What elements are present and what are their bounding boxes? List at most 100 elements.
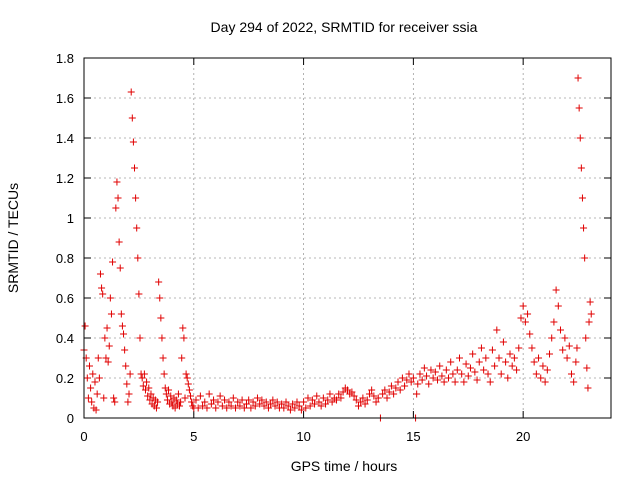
data-point: [413, 390, 421, 398]
data-point: [182, 370, 190, 378]
data-point: [570, 378, 578, 386]
data-point: [491, 362, 499, 370]
data-point: [256, 400, 264, 408]
x-tick-label: 20: [516, 429, 530, 444]
data-point: [578, 194, 586, 202]
data-point: [242, 400, 250, 408]
data-point: [95, 374, 103, 382]
data-point: [381, 386, 389, 394]
x-axis-label: GPS time / hours: [291, 458, 398, 474]
data-point: [392, 384, 400, 392]
data-point: [434, 376, 442, 384]
data-point: [199, 402, 207, 410]
data-point: [423, 372, 431, 380]
data-point: [245, 396, 253, 404]
data-point: [484, 370, 492, 378]
data-point: [438, 372, 446, 380]
data-point: [436, 362, 444, 370]
y-tick-label: 1.4: [56, 131, 74, 146]
data-point: [462, 360, 470, 368]
data-point: [445, 374, 453, 382]
data-point: [289, 400, 297, 408]
data-point: [227, 402, 235, 410]
data-point: [497, 370, 505, 378]
data-point: [354, 402, 362, 410]
data-point: [519, 302, 527, 310]
data-point: [302, 404, 310, 412]
data-point: [221, 396, 229, 404]
data-point: [407, 378, 415, 386]
data-point: [271, 402, 279, 410]
data-point: [145, 384, 153, 392]
data-point: [458, 370, 466, 378]
data-point: [466, 364, 474, 372]
data-point: [427, 366, 435, 374]
data-point: [317, 402, 325, 410]
data-point: [556, 326, 564, 334]
data-point: [583, 364, 591, 372]
data-point: [174, 390, 182, 398]
data-point: [188, 398, 196, 406]
data-point: [115, 238, 123, 246]
data-point: [420, 364, 428, 372]
data-point: [282, 398, 290, 406]
data-point: [416, 370, 424, 378]
data-point: [136, 334, 144, 342]
data-point: [449, 370, 457, 378]
data-point: [398, 374, 406, 382]
data-point: [440, 378, 448, 386]
data-point: [361, 400, 369, 408]
data-point: [379, 390, 387, 398]
data-point: [405, 370, 413, 378]
data-point: [133, 224, 141, 232]
data-point: [401, 382, 409, 390]
data-point: [238, 396, 246, 404]
y-tick-label: 0.6: [56, 291, 74, 306]
data-point: [431, 368, 439, 376]
data-point: [295, 402, 303, 410]
data-point: [121, 346, 129, 354]
data-point: [247, 404, 255, 412]
data-point: [530, 358, 538, 366]
data-point: [510, 354, 518, 362]
data-point: [387, 382, 395, 390]
data-point: [105, 342, 113, 350]
data-point: [409, 374, 417, 382]
data-point: [116, 264, 124, 272]
data-point: [504, 374, 512, 382]
data-point: [127, 88, 135, 96]
data-point: [587, 310, 595, 318]
data-point: [203, 404, 211, 412]
data-point: [103, 324, 111, 332]
data-point: [442, 366, 450, 374]
data-point: [186, 392, 194, 400]
data-point: [91, 378, 99, 386]
data-point: [114, 194, 122, 202]
data-point: [280, 404, 288, 412]
data-point: [586, 298, 594, 306]
grid: [84, 58, 611, 418]
data-points: [80, 74, 595, 422]
data-point: [293, 398, 301, 406]
data-point: [315, 398, 323, 406]
data-point: [101, 334, 109, 342]
data-point: [475, 358, 483, 366]
data-point: [574, 74, 582, 82]
data-point: [368, 386, 376, 394]
data-point: [365, 390, 373, 398]
data-point: [304, 394, 312, 402]
data-point: [88, 398, 96, 406]
data-point: [313, 392, 321, 400]
data-point: [311, 400, 319, 408]
data-point: [550, 318, 558, 326]
y-tick-label: 0.8: [56, 251, 74, 266]
data-point: [535, 354, 543, 362]
data-point: [418, 376, 426, 384]
data-point: [162, 390, 170, 398]
data-point: [176, 402, 184, 410]
data-point: [543, 366, 551, 374]
data-point: [111, 398, 119, 406]
data-point: [184, 380, 192, 388]
data-point: [125, 390, 133, 398]
